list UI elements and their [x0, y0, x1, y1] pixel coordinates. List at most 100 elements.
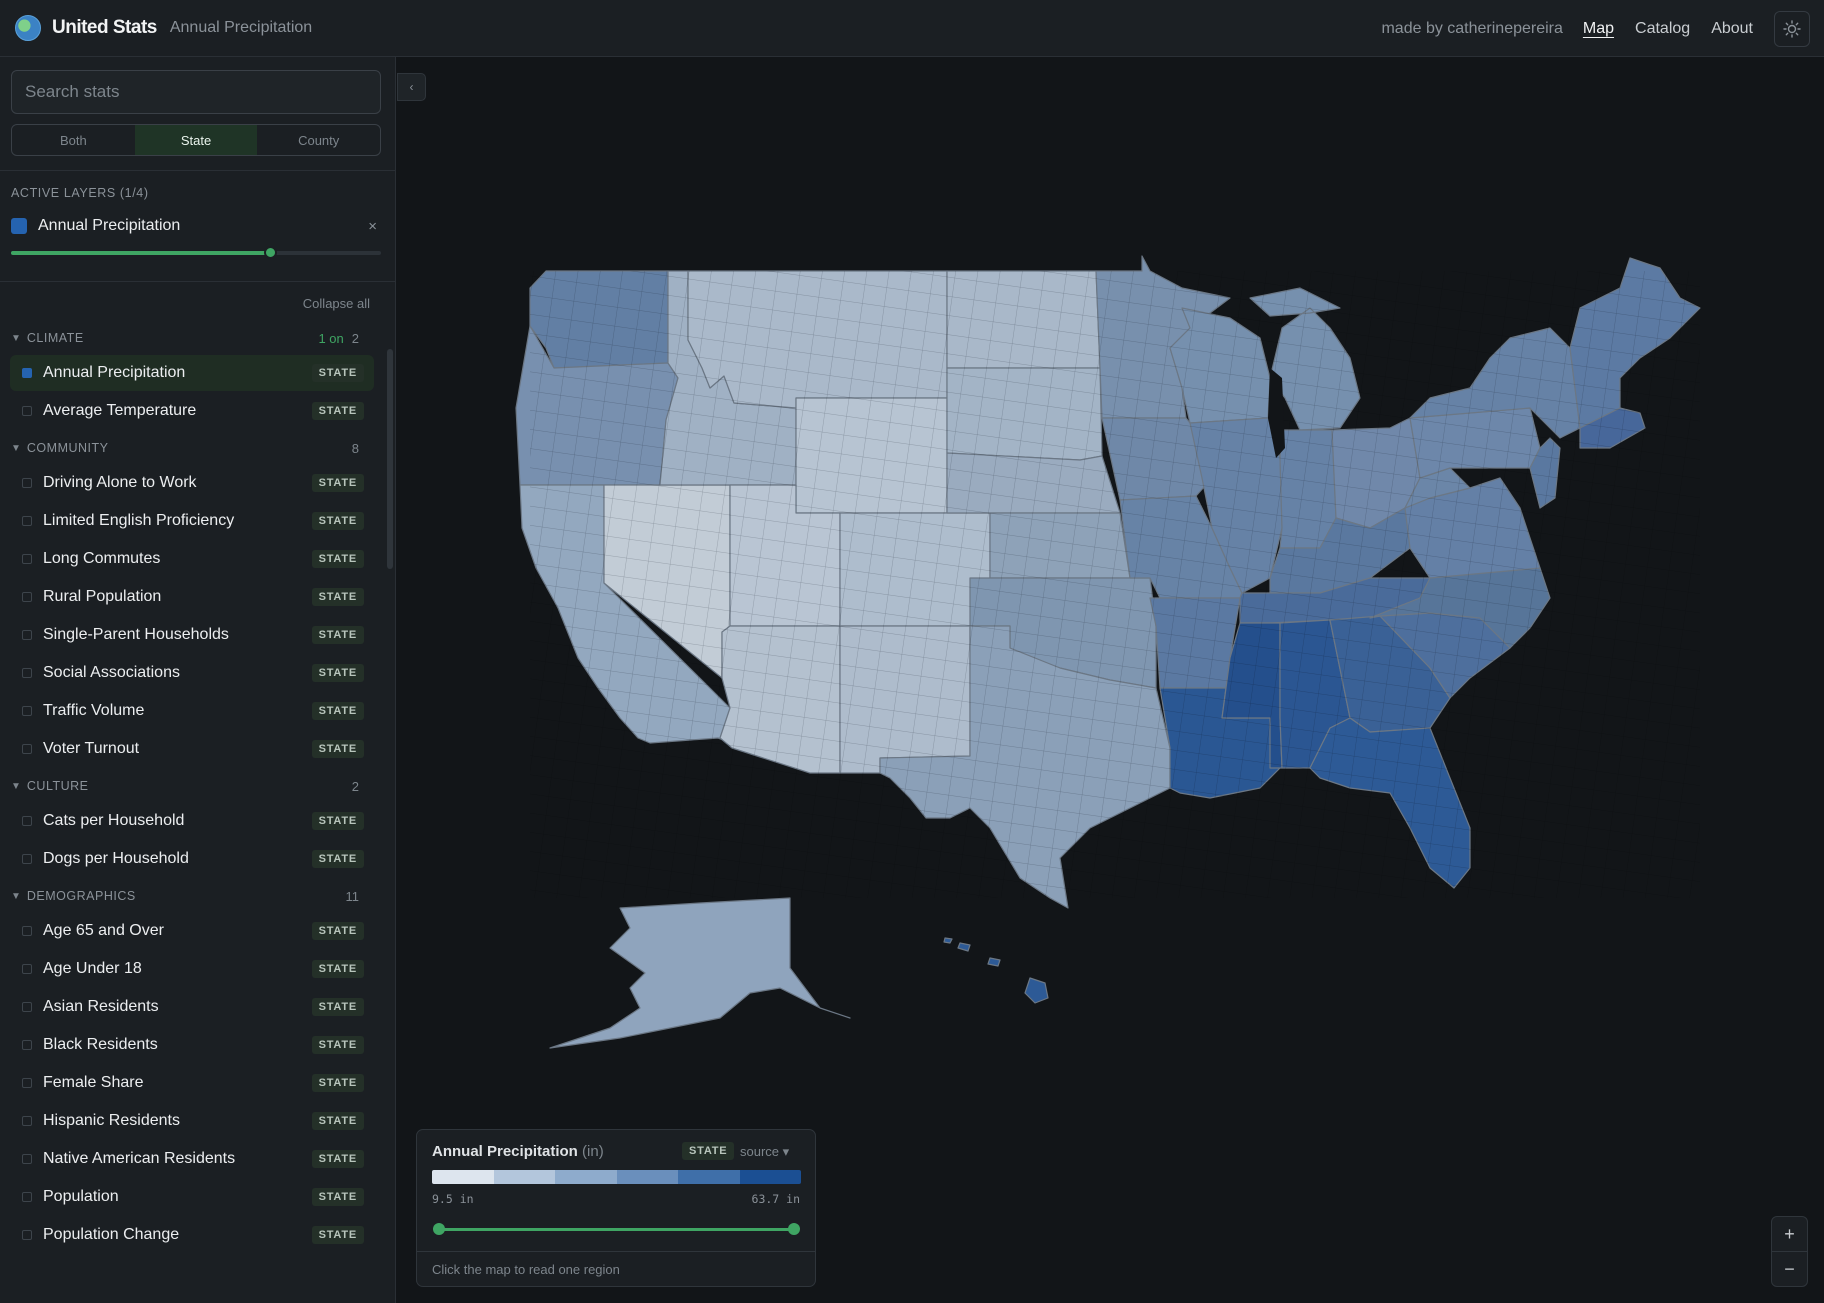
- stat-checkbox[interactable]: [22, 1230, 32, 1240]
- collapse-all-button[interactable]: Collapse all: [302, 296, 370, 311]
- search-input[interactable]: [11, 70, 381, 114]
- state-washington[interactable]: [529, 270, 669, 369]
- sun-icon: [1783, 19, 1801, 38]
- stat-name: Single-Parent Households: [43, 626, 229, 643]
- stat-checkbox[interactable]: [22, 1002, 32, 1012]
- nav-about[interactable]: About: [1711, 19, 1753, 37]
- remove-layer-button[interactable]: ×: [368, 217, 377, 235]
- layer-color-swatch[interactable]: [11, 218, 27, 234]
- stat-item[interactable]: Female Share STATE: [10, 1065, 374, 1101]
- state-north-dakota[interactable]: [946, 270, 1101, 369]
- stat-checkbox[interactable]: [22, 516, 32, 526]
- stat-checkbox[interactable]: [22, 668, 32, 678]
- stat-checkbox[interactable]: [22, 368, 32, 378]
- stat-item[interactable]: Asian Residents STATE: [10, 989, 374, 1025]
- state-new-mexico[interactable]: [839, 625, 971, 774]
- category-header[interactable]: ▼ DEMOGRAPHICS 11: [0, 881, 384, 911]
- stat-item[interactable]: Population Change STATE: [10, 1217, 374, 1253]
- tab-county[interactable]: County: [298, 132, 340, 148]
- stat-item[interactable]: Single-Parent Households STATE: [10, 617, 374, 653]
- state-kansas[interactable]: [989, 512, 1131, 579]
- stat-checkbox[interactable]: [22, 1192, 32, 1202]
- stat-checkbox[interactable]: [22, 706, 32, 716]
- brand-title[interactable]: United Stats: [52, 17, 157, 38]
- tab-both[interactable]: Both: [59, 132, 87, 148]
- layer-opacity-slider[interactable]: [11, 246, 381, 259]
- zoom-in-button[interactable]: +: [1772, 1217, 1807, 1252]
- collapse-sidebar-button[interactable]: ‹: [397, 73, 426, 101]
- legend-max-label: 63.7 in: [751, 1192, 800, 1206]
- state-colorado[interactable]: [839, 512, 991, 627]
- state-arkansas[interactable]: [1149, 597, 1241, 689]
- source-dropdown[interactable]: source ▾: [740, 1144, 789, 1160]
- stat-item[interactable]: Long Commutes STATE: [10, 541, 374, 577]
- made-by-link[interactable]: made by catherinepereira: [1381, 19, 1563, 37]
- caret-down-icon: ▼: [11, 780, 21, 792]
- stat-item[interactable]: Voter Turnout STATE: [10, 731, 374, 767]
- state-new-england[interactable]: [1569, 257, 1701, 429]
- stat-checkbox[interactable]: [22, 926, 32, 936]
- nav-map[interactable]: Map: [1582, 19, 1615, 37]
- stat-checkbox[interactable]: [22, 1040, 32, 1050]
- stat-item[interactable]: Native American Residents STATE: [10, 1141, 374, 1177]
- stat-item[interactable]: Age 65 and Over STATE: [10, 913, 374, 949]
- stat-item[interactable]: Black Residents STATE: [10, 1027, 374, 1063]
- stat-item[interactable]: Annual Precipitation STATE: [10, 355, 374, 391]
- geo-badge: STATE: [311, 740, 364, 758]
- stat-checkbox[interactable]: [22, 592, 32, 602]
- stat-checkbox[interactable]: [22, 478, 32, 488]
- ramp-step: [739, 1170, 801, 1184]
- stat-checkbox[interactable]: [22, 1116, 32, 1126]
- stat-checkbox[interactable]: [22, 744, 32, 754]
- us-choropleth-map[interactable]: [470, 248, 1760, 1058]
- stat-item[interactable]: Driving Alone to Work STATE: [10, 465, 374, 501]
- state-arizona[interactable]: [719, 625, 841, 774]
- stat-item[interactable]: Cats per Household STATE: [10, 803, 374, 839]
- stat-name: Population: [43, 1188, 119, 1205]
- stat-item[interactable]: Dogs per Household STATE: [10, 841, 374, 877]
- state-pennsylvania[interactable]: [1409, 407, 1541, 479]
- range-min-handle[interactable]: [433, 1223, 445, 1235]
- stat-checkbox[interactable]: [22, 630, 32, 640]
- state-south-dakota[interactable]: [946, 367, 1103, 461]
- stat-item[interactable]: Population STATE: [10, 1179, 374, 1215]
- stat-checkbox[interactable]: [22, 816, 32, 826]
- category-header[interactable]: ▼ CLIMATE 1 on 2: [0, 323, 384, 353]
- stat-item[interactable]: Limited English Proficiency STATE: [10, 503, 374, 539]
- geo-badge: STATE: [311, 664, 364, 682]
- legend-min-label: 9.5 in: [432, 1192, 474, 1206]
- value-range-slider[interactable]: [439, 1228, 794, 1231]
- theme-toggle-button[interactable]: [1774, 10, 1810, 47]
- state-florida[interactable]: [1309, 717, 1471, 889]
- state-wyoming[interactable]: [795, 397, 948, 514]
- globe-logo-icon[interactable]: [15, 15, 41, 41]
- opacity-handle[interactable]: [264, 246, 277, 259]
- stat-checkbox[interactable]: [22, 1078, 32, 1088]
- state-indiana[interactable]: [1279, 429, 1337, 549]
- tab-state[interactable]: State: [134, 125, 258, 155]
- state-nebraska[interactable]: [946, 452, 1121, 514]
- stat-item[interactable]: Rural Population STATE: [10, 579, 374, 615]
- sidebar-scrollbar[interactable]: [387, 284, 393, 1303]
- stat-item[interactable]: Age Under 18 STATE: [10, 951, 374, 987]
- category-name: CULTURE: [26, 779, 89, 793]
- stat-item[interactable]: Average Temperature STATE: [10, 393, 374, 429]
- stat-checkbox[interactable]: [22, 964, 32, 974]
- category-header[interactable]: ▼ COMMUNITY 8: [0, 433, 384, 463]
- stat-checkbox[interactable]: [22, 1154, 32, 1164]
- stat-name: Age 65 and Over: [43, 922, 164, 939]
- state-hawaii[interactable]: [943, 937, 1049, 1004]
- stat-checkbox[interactable]: [22, 854, 32, 864]
- zoom-out-button[interactable]: −: [1784, 1259, 1795, 1279]
- state-alaska[interactable]: [549, 897, 851, 1049]
- scrollbar-thumb[interactable]: [387, 349, 393, 569]
- stat-item[interactable]: Social Associations STATE: [10, 655, 374, 691]
- stat-checkbox[interactable]: [22, 554, 32, 564]
- top-bar: United Stats Annual Precipitation made b…: [0, 0, 1824, 57]
- stat-checkbox[interactable]: [22, 406, 32, 416]
- nav-catalog[interactable]: Catalog: [1635, 19, 1691, 37]
- range-max-handle[interactable]: [788, 1223, 800, 1235]
- category-header[interactable]: ▼ CULTURE 2: [0, 771, 384, 801]
- stat-item[interactable]: Hispanic Residents STATE: [10, 1103, 374, 1139]
- stat-item[interactable]: Traffic Volume STATE: [10, 693, 374, 729]
